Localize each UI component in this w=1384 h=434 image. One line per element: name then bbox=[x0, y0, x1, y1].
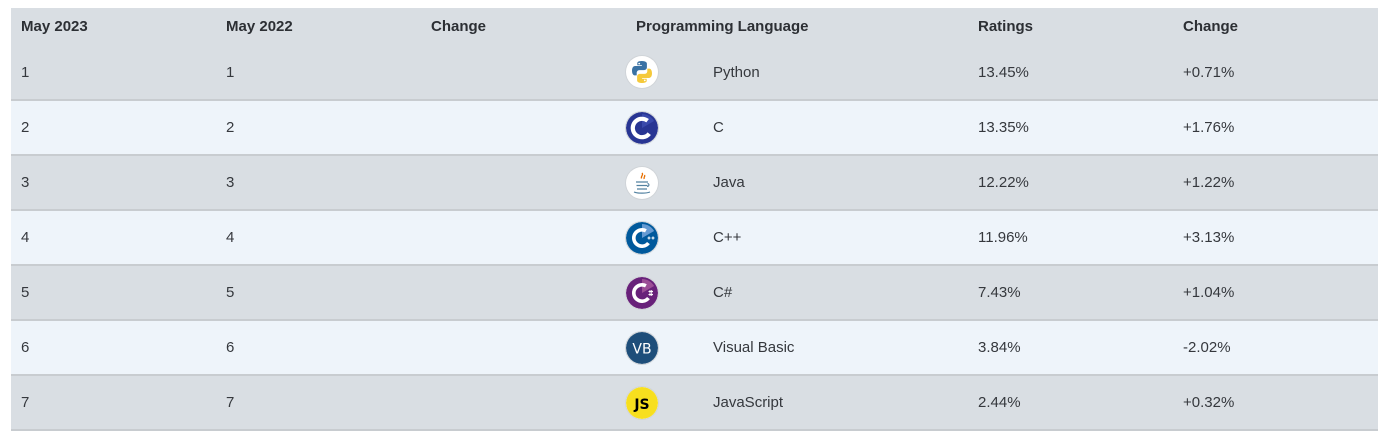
language-logo-cell: VB bbox=[626, 320, 703, 375]
rating-cell: 7.43% bbox=[978, 284, 1021, 301]
visual-basic-icon: VB bbox=[626, 331, 658, 364]
change-arrow-cell bbox=[421, 45, 626, 100]
language-name-cell[interactable]: Java bbox=[713, 174, 745, 191]
language-logo-cell bbox=[626, 45, 703, 100]
change-percent-cell: +1.22% bbox=[1183, 174, 1235, 191]
language-ranking-table: May 2023 May 2022 Change Programming Lan… bbox=[11, 8, 1378, 431]
language-name-cell[interactable]: Python bbox=[713, 63, 760, 81]
previous-rank-cell: 5 bbox=[226, 284, 235, 301]
current-rank-cell: 5 bbox=[21, 284, 30, 301]
previous-rank-cell: 3 bbox=[226, 174, 235, 191]
header-ratings[interactable]: Ratings bbox=[978, 18, 1034, 35]
rating-cell: 3.84% bbox=[978, 339, 1021, 356]
ranking-table-container: May 2023 May 2022 Change Programming Lan… bbox=[11, 8, 1378, 431]
rating-cell: 13.35% bbox=[978, 119, 1029, 136]
change-percent-cell: +3.13% bbox=[1183, 229, 1235, 246]
svg-text:VB: VB bbox=[632, 341, 651, 357]
change-arrow-cell bbox=[421, 265, 626, 320]
language-logo-cell bbox=[626, 210, 703, 265]
table-row: 5 5 C# 7.43% +1.04% bbox=[11, 265, 1378, 320]
change-percent-cell: -2.02% bbox=[1183, 339, 1231, 356]
change-arrow-cell bbox=[421, 155, 626, 210]
rating-cell: 11.96% bbox=[978, 229, 1028, 246]
current-rank-cell: 1 bbox=[21, 63, 30, 81]
table-row: 1 1 Python 13.45% +0.71% bbox=[11, 45, 1378, 100]
language-name-cell[interactable]: C# bbox=[713, 284, 733, 301]
javascript-icon: JS bbox=[626, 386, 658, 419]
language-logo-cell bbox=[626, 265, 703, 320]
rating-cell: 12.22% bbox=[978, 174, 1029, 191]
current-rank-cell: 6 bbox=[21, 339, 30, 356]
cplusplus-icon bbox=[626, 221, 658, 254]
rating-cell: 13.45% bbox=[978, 63, 1029, 81]
header-change-percent[interactable]: Change bbox=[1183, 18, 1239, 35]
change-arrow-cell bbox=[421, 320, 626, 375]
change-arrow-cell bbox=[421, 100, 626, 155]
csharp-icon bbox=[626, 276, 658, 309]
table-row: 6 6 VB Visual Basic 3.84% -2.02% bbox=[11, 320, 1378, 375]
svg-text:JS: JS bbox=[633, 397, 649, 413]
current-rank-cell: 4 bbox=[21, 229, 30, 246]
change-arrow-cell bbox=[421, 375, 626, 430]
previous-rank-cell: 6 bbox=[226, 339, 235, 356]
change-percent-cell: +1.04% bbox=[1183, 284, 1235, 301]
header-programming-language[interactable]: Programming Language bbox=[636, 18, 809, 35]
table-header-row: May 2023 May 2022 Change Programming Lan… bbox=[11, 8, 1378, 45]
previous-rank-cell: 7 bbox=[226, 394, 235, 411]
change-percent-cell: +1.76% bbox=[1183, 119, 1235, 136]
language-logo-cell bbox=[626, 155, 703, 210]
previous-rank-cell: 1 bbox=[226, 63, 235, 81]
current-rank-cell: 7 bbox=[21, 394, 30, 411]
language-name-cell[interactable]: JavaScript bbox=[713, 394, 784, 411]
java-icon bbox=[626, 166, 658, 199]
previous-rank-cell: 4 bbox=[226, 229, 235, 246]
table-row: 4 4 C++ 11.96% +3.13% bbox=[11, 210, 1378, 265]
table-row: 7 7 JS JavaScript 2.44% +0.32% bbox=[11, 375, 1378, 430]
rating-cell: 2.44% bbox=[978, 394, 1021, 411]
header-change-arrow[interactable]: Change bbox=[431, 18, 487, 35]
change-percent-cell: +0.32% bbox=[1183, 394, 1235, 411]
header-previous-rank[interactable]: May 2022 bbox=[226, 18, 293, 35]
current-rank-cell: 3 bbox=[21, 174, 30, 191]
language-logo-cell bbox=[626, 100, 703, 155]
header-current-rank[interactable]: May 2023 bbox=[21, 18, 88, 35]
language-logo-cell: JS bbox=[626, 375, 703, 430]
previous-rank-cell: 2 bbox=[226, 119, 235, 136]
table-row: 3 3 Java 12.22% +1.22% bbox=[11, 155, 1378, 210]
language-name-cell[interactable]: Visual Basic bbox=[713, 339, 795, 356]
language-name-cell[interactable]: C++ bbox=[713, 229, 742, 246]
language-name-cell[interactable]: C bbox=[713, 119, 724, 136]
c-icon bbox=[626, 111, 658, 144]
table-row: 2 2 C 13.35% +1.76% bbox=[11, 100, 1378, 155]
change-arrow-cell bbox=[421, 210, 626, 265]
change-percent-cell: +0.71% bbox=[1183, 63, 1235, 81]
python-icon bbox=[626, 56, 658, 88]
current-rank-cell: 2 bbox=[21, 119, 30, 136]
